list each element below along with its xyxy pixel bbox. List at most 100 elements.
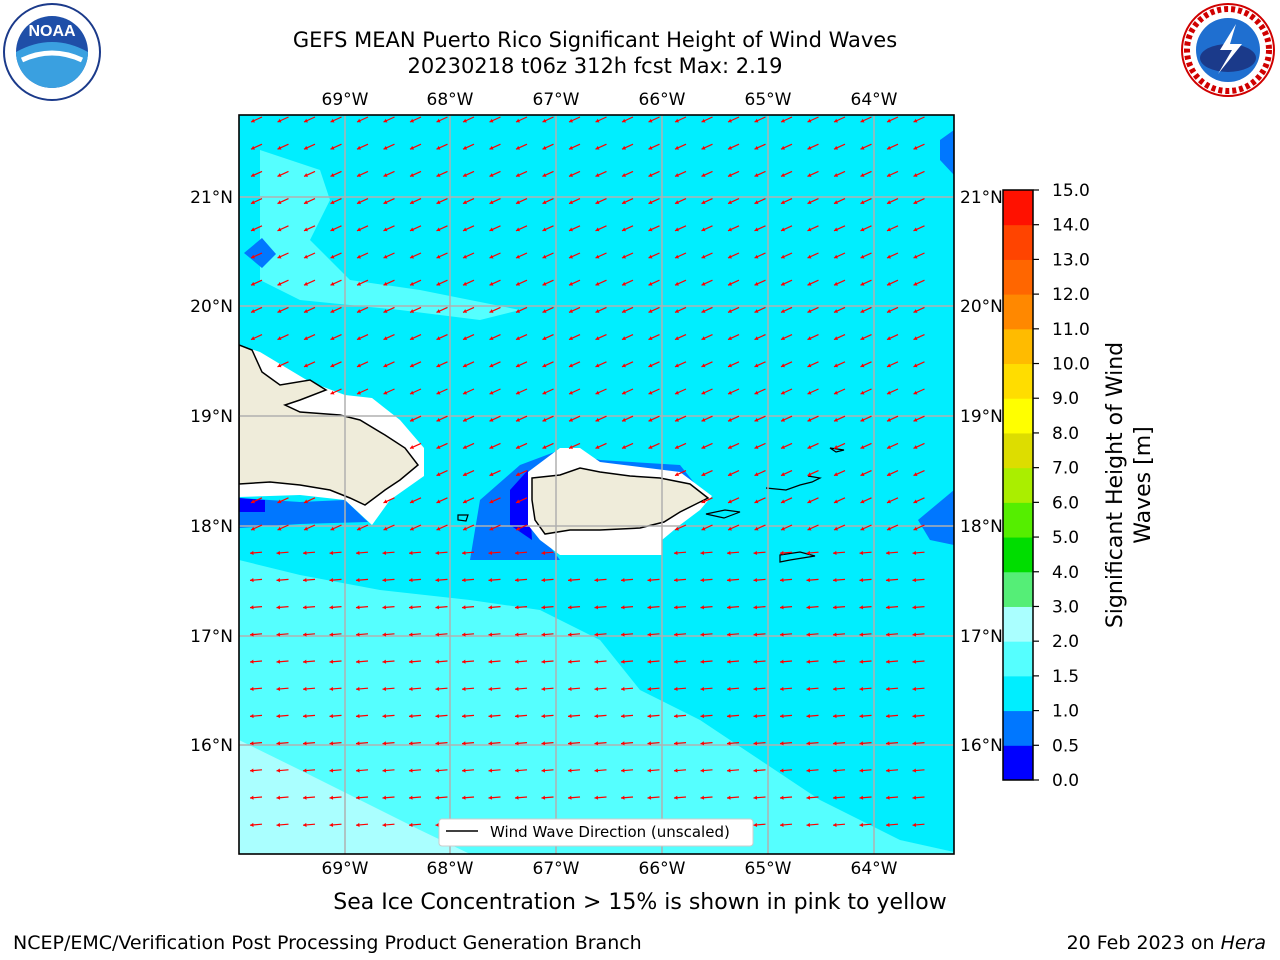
anegada (829, 447, 845, 453)
wave-direction-arrow (568, 334, 581, 341)
wave-direction-arrow (355, 686, 369, 691)
wave-direction-arrow (568, 225, 581, 232)
wave-direction-arrow (356, 306, 369, 313)
wave-direction-arrow (807, 279, 819, 286)
wave-direction-arrow (833, 225, 846, 232)
lon-label-top: 67°W (533, 90, 580, 110)
wave-direction-arrow (382, 822, 395, 827)
wave-direction-arrow (409, 143, 422, 150)
wave-direction-arrow (780, 170, 793, 177)
lon-label-top: 69°W (322, 90, 369, 110)
wave-direction-arrow (779, 550, 793, 555)
wave-direction-arrow (355, 714, 369, 719)
wave-direction-arrow (541, 605, 554, 610)
wave-direction-arrow (753, 578, 766, 583)
wave-direction-arrow (249, 578, 263, 583)
wave-direction-arrow (408, 741, 422, 746)
wave-direction-arrow (542, 306, 554, 313)
wave-direction-arrow (329, 632, 342, 637)
wave-direction-arrow (435, 659, 448, 664)
wave-direction-arrow (807, 143, 819, 150)
wave-direction-arrow (832, 741, 846, 746)
wave-direction-arrow (276, 714, 289, 719)
wave-direction-arrow (701, 334, 713, 341)
wave-direction-arrow (913, 470, 925, 477)
lon-label-top: 64°W (851, 90, 898, 110)
wave-direction-arrow (276, 795, 289, 800)
wave-direction-arrow (620, 768, 634, 773)
wave-direction-arrow (832, 714, 846, 719)
colorbar-tick-label: 12.0 (1052, 285, 1090, 305)
wave-direction-arrow (913, 415, 925, 422)
wave-direction-arrow (382, 578, 395, 583)
wave-direction-arrow (621, 306, 634, 313)
lat-label-right: 21°N (960, 188, 1003, 208)
wave-direction-arrow (303, 170, 316, 177)
wave-direction-arrow (515, 170, 528, 177)
wave-direction-arrow (807, 170, 819, 177)
wave-direction-arrow (594, 605, 607, 610)
colorbar-segment (1003, 432, 1033, 469)
wave-direction-arrow (701, 279, 713, 286)
wave-direction-arrow (727, 116, 740, 123)
wave-direction-arrow (621, 361, 634, 368)
wave-direction-arrow (886, 225, 899, 232)
wave-direction-arrow (648, 252, 660, 259)
wave-direction-arrow (568, 170, 581, 177)
wave-direction-arrow (754, 170, 766, 177)
wave-direction-arrow (780, 252, 793, 259)
noaa-logo: NOAA (3, 3, 101, 101)
wave-direction-arrow (436, 225, 448, 232)
wave-direction-arrow (595, 415, 607, 422)
wave-direction-arrow (806, 632, 819, 637)
wave-direction-arrow (409, 306, 422, 313)
wave-direction-arrow (726, 768, 740, 773)
wave-direction-arrow (435, 795, 448, 800)
wave-direction-arrow (807, 252, 819, 259)
wave-direction-arrow (807, 225, 819, 232)
wave-direction-arrow (913, 252, 925, 259)
wave-direction-arrow (277, 306, 289, 313)
wave-direction-arrow (302, 686, 316, 691)
wave-direction-arrow (673, 578, 687, 583)
wave-direction-arrow (409, 198, 422, 205)
wave-direction-arrow (541, 714, 554, 719)
wave-direction-arrow (488, 578, 501, 583)
wave-direction-arrow (700, 578, 713, 583)
wave-direction-arrow (249, 768, 263, 773)
wave-direction-arrow (620, 632, 634, 637)
wave-direction-arrow (567, 578, 581, 583)
vieques (705, 509, 741, 519)
wave-direction-arrow (383, 524, 395, 531)
wave-direction-arrow (356, 279, 369, 286)
lat-label-right: 18°N (960, 517, 1003, 537)
wave-direction-arrow (674, 306, 687, 313)
colorbar-tick-label: 6.0 (1052, 493, 1079, 513)
wave-direction-arrow (700, 795, 713, 800)
wave-direction-arrow (912, 578, 925, 583)
wave-direction-arrow (753, 550, 766, 555)
wave-direction-arrow (648, 361, 660, 368)
colorbar-segment (1003, 641, 1033, 677)
wave-direction-arrow (277, 279, 289, 286)
colorbar-tick-label: 7.0 (1052, 459, 1079, 479)
wave-direction-arrow (383, 497, 395, 504)
wave-direction-arrow (515, 334, 528, 341)
wave-direction-arrow (462, 116, 475, 123)
lat-label-right: 17°N (960, 627, 1003, 647)
wave-direction-arrow (435, 605, 448, 610)
wave-band-patch (239, 498, 265, 512)
wave-direction-arrow (673, 795, 687, 800)
wave-direction-arrow (807, 334, 819, 341)
wave-direction-arrow (330, 524, 342, 531)
wave-direction-arrow (727, 143, 740, 150)
wave-direction-arrow (913, 225, 925, 232)
wave-direction-arrow (807, 415, 819, 422)
map-frame (238, 114, 955, 855)
wave-direction-arrow (780, 388, 793, 395)
wave-direction-arrow (383, 361, 395, 368)
wave-direction-arrow (595, 361, 607, 368)
wave-direction-arrow (594, 686, 607, 691)
wave-direction-arrow (356, 170, 369, 177)
wave-direction-arrow (355, 768, 369, 773)
